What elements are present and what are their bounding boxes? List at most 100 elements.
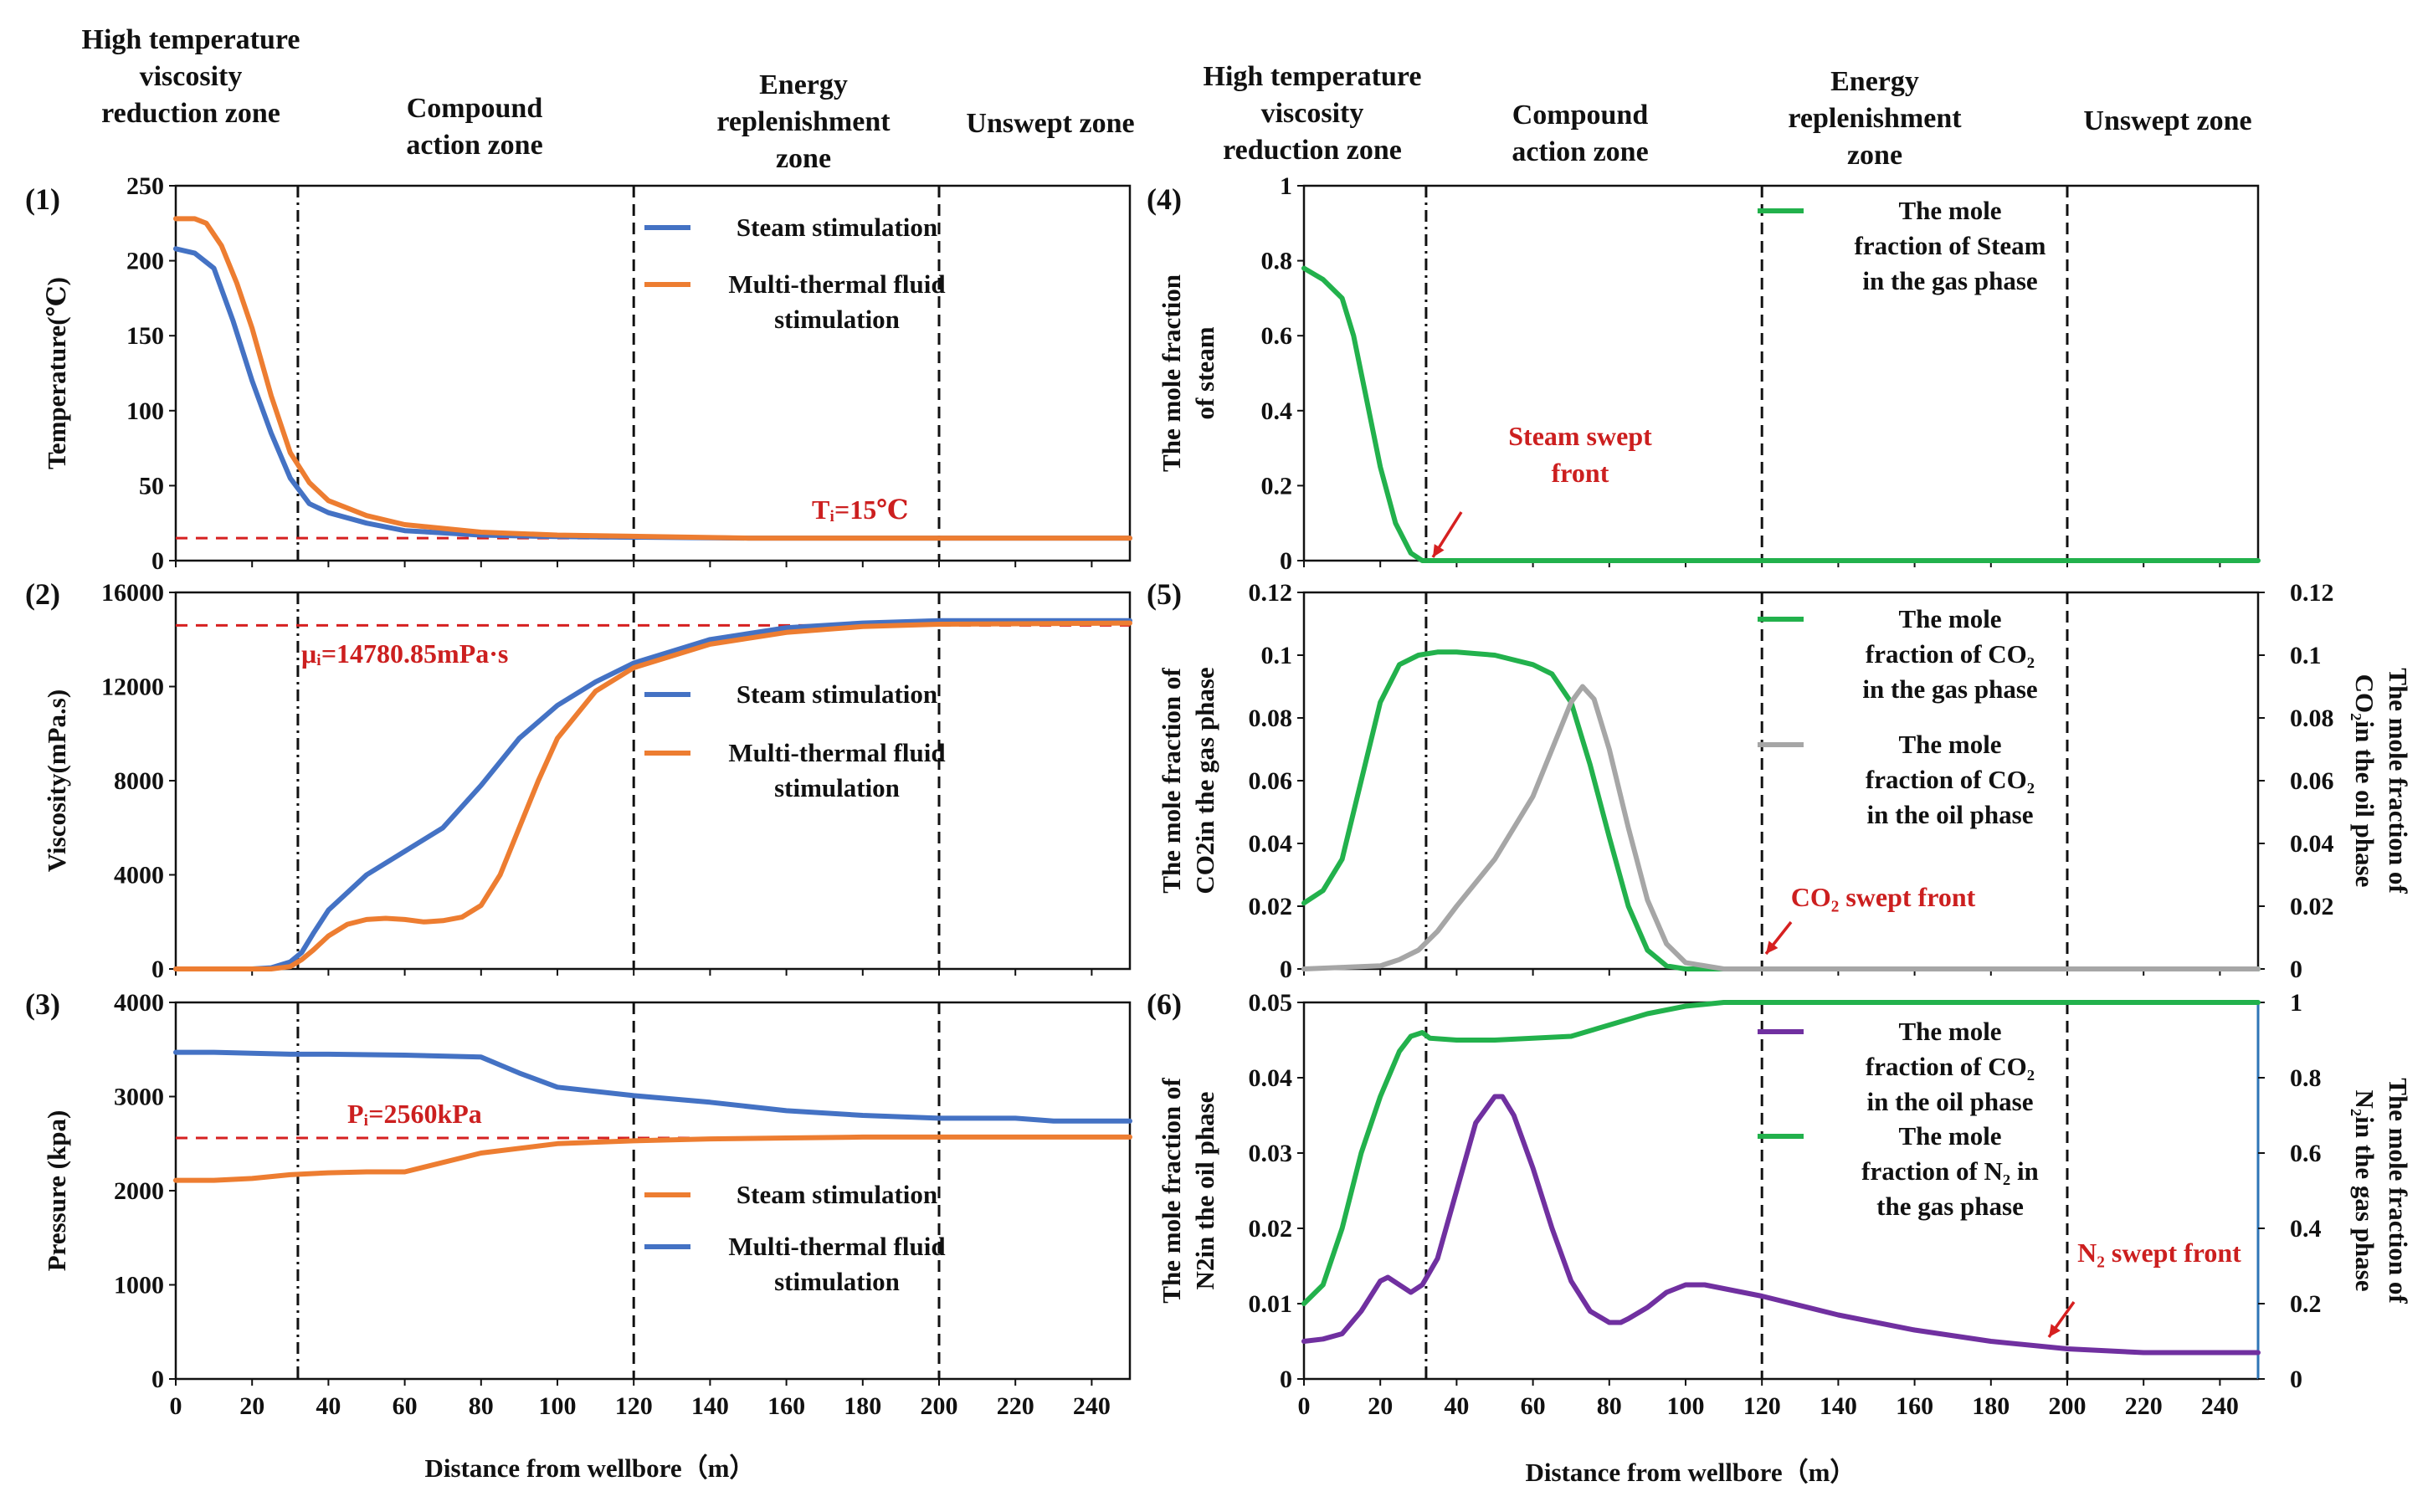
p3-ytick-label: 3000	[114, 1084, 164, 1111]
p6-legend-text-0: The mole	[1898, 1017, 2001, 1046]
p5-legend-text-0: fraction of CO₂	[1866, 639, 2035, 669]
p4-legend-text-0: in the gas phase	[1862, 266, 2037, 295]
p5-ytick-label: 0.08	[1249, 705, 1293, 732]
p3-xtick-label: 220	[997, 1392, 1034, 1420]
p3-xtick-label: 0	[170, 1392, 182, 1420]
p6-legend-text-1: fraction of N₂ in	[1861, 1156, 2039, 1186]
p6-series-1	[1301, 1000, 2261, 1306]
p3-ytick-label: 0	[151, 1366, 164, 1393]
p5-ytick-label: 0.04	[1249, 830, 1293, 858]
p2-series-0	[173, 618, 1132, 971]
p5-annotation: CO₂ swept front	[1791, 882, 1976, 912]
p3-xtick-label: 120	[615, 1392, 653, 1420]
p6-ytick-label: 0.05	[1249, 989, 1293, 1017]
p6-ytick-label: 0	[1280, 1366, 1292, 1393]
xlabel-right: Distance from wellbore（m）	[1526, 1458, 1856, 1487]
p6-annotation: N₂ swept front	[2077, 1238, 2241, 1268]
p5-ylabel-right: The mole fraction of	[2384, 668, 2413, 894]
p4-ytick-label: 0.4	[1261, 397, 1293, 425]
p3-legend-text-0: Steam stimulation	[737, 1180, 937, 1209]
p1-frame	[174, 184, 1132, 562]
p2-panel-label: (2)	[25, 577, 60, 611]
zone-l-2b: action zone	[406, 130, 542, 161]
p5-ytick-right-label: 0	[2290, 956, 2302, 983]
zone-r-3: Energy	[1830, 66, 1919, 97]
zone-r-1b: viscosity	[1261, 98, 1364, 129]
p6-xtick-label: 200	[2049, 1392, 2087, 1420]
p6-xtick-label: 140	[1820, 1392, 1857, 1420]
p1-series-1	[173, 216, 1132, 541]
p4-annotation: front	[1552, 458, 1609, 488]
p3-xtick-label: 80	[469, 1392, 494, 1420]
p5-ylabel: The mole fraction of	[1157, 668, 1186, 894]
p6-xtick-label: 80	[1597, 1392, 1622, 1420]
p6-xtick-label: 120	[1743, 1392, 1781, 1420]
zone-l-2: Compound	[407, 93, 543, 124]
zone-l-3c: zone	[776, 143, 831, 174]
p6-xtick-label: 60	[1521, 1392, 1546, 1420]
p5-ytick-label: 0.02	[1249, 893, 1293, 920]
p6-ylabel-right: The mole fraction of	[2384, 1078, 2413, 1304]
p2-ylabel: Viscosity(mPa.s)	[42, 689, 71, 872]
zone-l-1b: viscosity	[140, 61, 243, 92]
p6-ytick-right-label: 0	[2290, 1366, 2302, 1393]
p6-xtick-label: 180	[1972, 1392, 2010, 1420]
p6-ytick-label: 0.02	[1249, 1215, 1293, 1243]
p6-ytick-label: 0.03	[1249, 1140, 1293, 1167]
p5-legend-text-0: The mole	[1898, 604, 2001, 633]
p6-series-0	[1301, 1094, 2261, 1356]
zone-r-4: Unswept zone	[2083, 105, 2251, 136]
p3-xtick-label: 200	[921, 1392, 958, 1420]
p1-panel-label: (1)	[25, 182, 60, 216]
p6-xtick-label: 40	[1444, 1392, 1469, 1420]
p3-ytick-label: 2000	[114, 1177, 164, 1205]
zone-l-3: Energy	[759, 69, 848, 100]
p4-series-0	[1301, 265, 2261, 563]
p3-xtick-label: 60	[393, 1392, 418, 1420]
p5-series-1	[1301, 684, 2261, 971]
p2-legend-text-0: Steam stimulation	[737, 679, 937, 709]
p6-ytick-label: 0.01	[1249, 1290, 1293, 1318]
p4-annotation: Steam swept	[1508, 421, 1652, 451]
p5-ytick-right-label: 0.04	[2290, 830, 2334, 858]
p5-ytick-right-label: 0.1	[2290, 642, 2322, 669]
p5-ytick-label: 0.12	[1249, 579, 1293, 607]
p6-ylabel-right: N₂in the gas phase	[2350, 1090, 2379, 1292]
p3-xtick-label: 180	[844, 1392, 881, 1420]
p4-legend-text-0: fraction of Steam	[1855, 231, 2046, 260]
p6-xtick-label: 220	[2125, 1392, 2163, 1420]
p5-ytick-right-label: 0.06	[2290, 767, 2334, 795]
p5-ytick-label: 0.1	[1261, 642, 1293, 669]
p2-ytick-label: 0	[151, 956, 164, 983]
p5-ytick-label: 0.06	[1249, 767, 1293, 795]
p4-ylabel: The mole fraction	[1157, 274, 1186, 472]
p6-ytick-right-label: 0.6	[2290, 1140, 2322, 1167]
p4-annotation-arrowhead	[1433, 544, 1445, 557]
p5-ytick-right-label: 0.12	[2290, 579, 2334, 607]
p1-ytick-label: 50	[139, 472, 164, 500]
p4-frame	[1302, 184, 2260, 562]
p1-refline-label: Tᵢ=15℃	[812, 495, 909, 525]
p6-ytick-right-label: 1	[2290, 989, 2302, 1017]
p2-legend-text-1: Multi-thermal fluid	[728, 738, 945, 767]
p5-ylabel-right: CO₂in the oil phase	[2350, 674, 2379, 888]
p3-legend-text-1: Multi-thermal fluid	[728, 1232, 945, 1261]
p3-ytick-label: 1000	[114, 1272, 164, 1299]
p6-ytick-label: 0.04	[1249, 1064, 1293, 1092]
p5-frame	[1302, 591, 2260, 971]
p6-ylabel: The mole fraction of	[1157, 1078, 1186, 1304]
p3-xtick-label: 100	[539, 1392, 577, 1420]
p2-ytick-label: 4000	[114, 862, 164, 889]
p4-ytick-label: 0.2	[1261, 472, 1293, 500]
p6-ytick-right-label: 0.8	[2290, 1064, 2322, 1092]
p5-legend-text-1: fraction of CO₂	[1866, 765, 2035, 794]
p5-annotation-arrowhead	[1766, 941, 1779, 954]
p5-legend-text-1: The mole	[1898, 730, 2001, 759]
p6-panel-label: (6)	[1147, 987, 1182, 1021]
p6-legend-text-1: the gas phase	[1876, 1192, 2024, 1221]
p4-panel-label: (4)	[1147, 182, 1182, 216]
p3-ylabel: Pressure (kpa)	[42, 1110, 71, 1272]
p3-panel-label: (3)	[25, 987, 60, 1021]
p2-series-1	[173, 620, 1132, 971]
